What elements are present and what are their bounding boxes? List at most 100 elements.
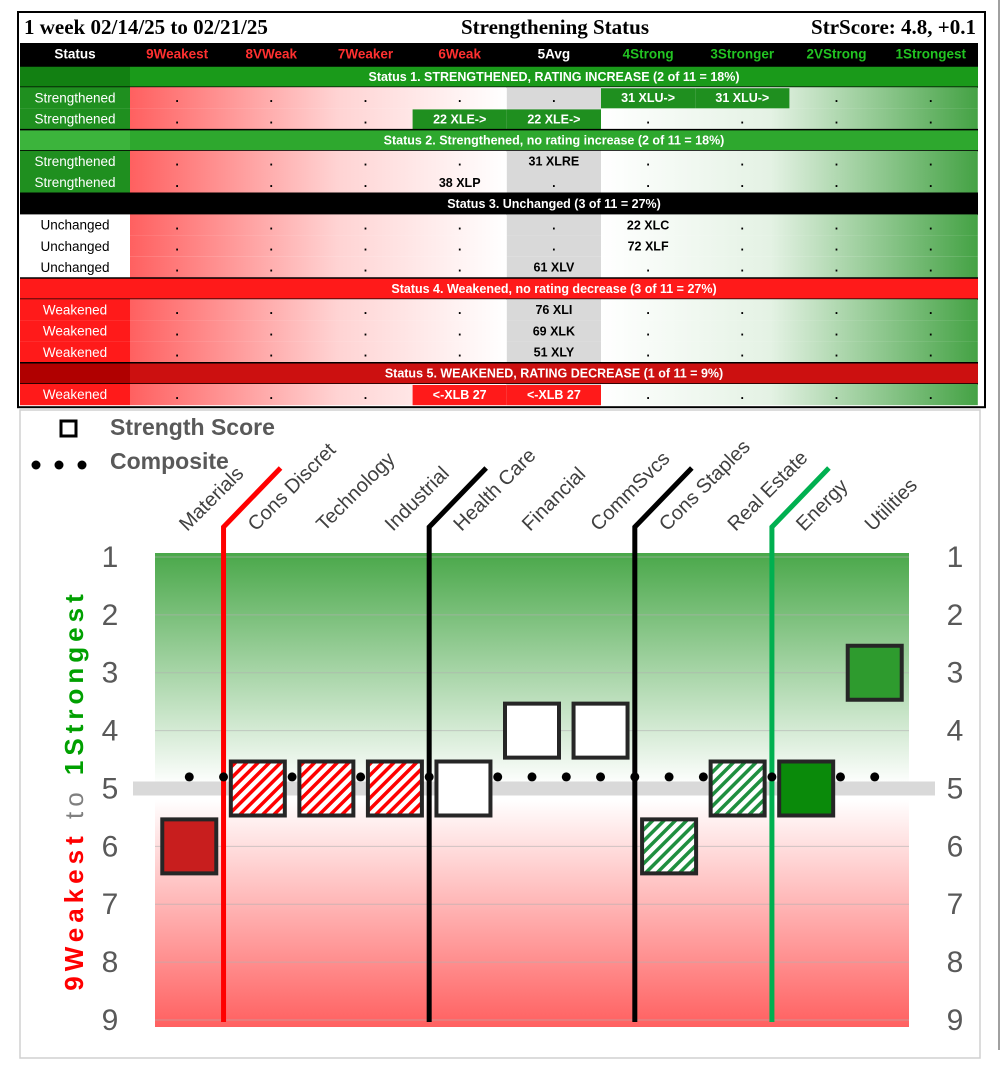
cell-text: . [458,261,461,275]
status-cell [20,256,130,278]
status-label: Strengthened [34,112,115,127]
y2-tick-label: 8 [947,946,964,979]
cell-text: . [175,176,178,190]
y-tick-label: 9 [102,1004,119,1037]
y2-tick-label: 3 [947,657,964,690]
table-title: Strengthening Status [461,15,649,39]
composite-dot [424,772,434,782]
weak-zone [130,256,507,278]
cell-text: . [364,261,367,275]
period: 1 week 02/14/25 to 02/21/25 [24,15,268,39]
weak-zone [130,299,507,321]
avg-zone [506,87,601,109]
cell-text: 31 XLU-> [621,91,675,105]
cell-text: . [835,345,838,359]
status-cell [20,235,130,257]
cell-text: . [270,324,273,338]
status-cell [20,320,130,342]
weak-zone [130,235,507,257]
cell-text: . [458,218,461,232]
cell-text: . [646,324,649,338]
status-label: Strengthened [34,175,115,190]
highlight-cell [506,109,601,130]
section-bar [130,362,978,384]
status-cell [20,87,130,109]
avg-zone [506,320,601,342]
cell-text: . [741,345,744,359]
table-title-row [20,14,978,43]
cell-text: . [929,303,932,317]
highlight-cell [601,88,696,109]
avg-zone [506,172,601,194]
cell-text: . [929,239,932,253]
column-header: 7Weaker [338,47,394,62]
cell-text: 22 XLE-> [527,112,580,126]
cell-text: . [364,388,367,402]
cell-text: 31 XLU-> [715,91,769,105]
weak-zone [130,108,507,130]
status-label: Strengthened [34,90,115,105]
cell-text: . [175,112,178,126]
section-status-cell [20,66,130,88]
y-axis-title-part: to [59,787,89,819]
cell-text: . [175,345,178,359]
strength-square [503,701,561,760]
cell-text: . [175,388,178,402]
cell-text: . [835,303,838,317]
composite-dot [356,772,366,782]
weak-zone [130,320,507,342]
group-separator [221,466,283,1022]
cell-text: . [835,91,838,105]
cell-text: . [929,155,932,169]
cell-text: . [929,91,932,105]
cell-text: 31 XLRE [529,155,580,169]
cell-text: . [835,176,838,190]
cell-text: . [646,176,649,190]
weak-zone [130,150,507,172]
cell-text: . [835,155,838,169]
section-status-cell [20,193,130,215]
status-label: Strengthened [34,154,115,169]
section-status-cell [20,362,130,384]
legend-square [59,419,78,438]
status-cell [20,150,130,172]
cell-text: . [458,91,461,105]
cell-text: . [458,303,461,317]
column-header: 4Strong [623,47,674,62]
cell-text: . [364,324,367,338]
section-bar [130,278,978,300]
cell-text: . [175,155,178,169]
strength-square [640,817,699,876]
group-separator [769,466,831,1022]
cell-text: . [741,239,744,253]
status-label: Unchanged [40,239,109,254]
y-tick-label: 6 [102,830,119,863]
y2-tick-label: 9 [947,1004,964,1037]
cell-text: . [646,112,649,126]
cell-text: . [364,218,367,232]
strong-zone [601,256,978,278]
y-axis-title-part: 9Weakest [59,831,89,991]
section-label: Status 3. Unchanged (3 of 11 = 27%) [447,197,661,211]
cell-text: . [835,218,838,232]
cell-text: . [929,218,932,232]
y-axis-title-part: 1Strongest [59,589,89,775]
strong-zone [601,299,978,321]
highlight-cell [695,88,790,109]
cell-text: . [270,218,273,232]
cell-text: . [175,303,178,317]
cell-text: . [741,155,744,169]
legend-dot [77,460,87,470]
y-tick-label: 5 [102,772,119,805]
y-tick-label: 7 [102,888,119,921]
legend-label: Strength Score [110,414,275,440]
cell-text: . [175,324,178,338]
status-label: Unchanged [40,260,109,275]
cell-text: . [270,176,273,190]
weak-zone [130,214,507,236]
table-border [17,11,986,409]
strong-zone [601,108,978,130]
composite-dot [287,772,297,782]
cell-text: . [929,112,932,126]
